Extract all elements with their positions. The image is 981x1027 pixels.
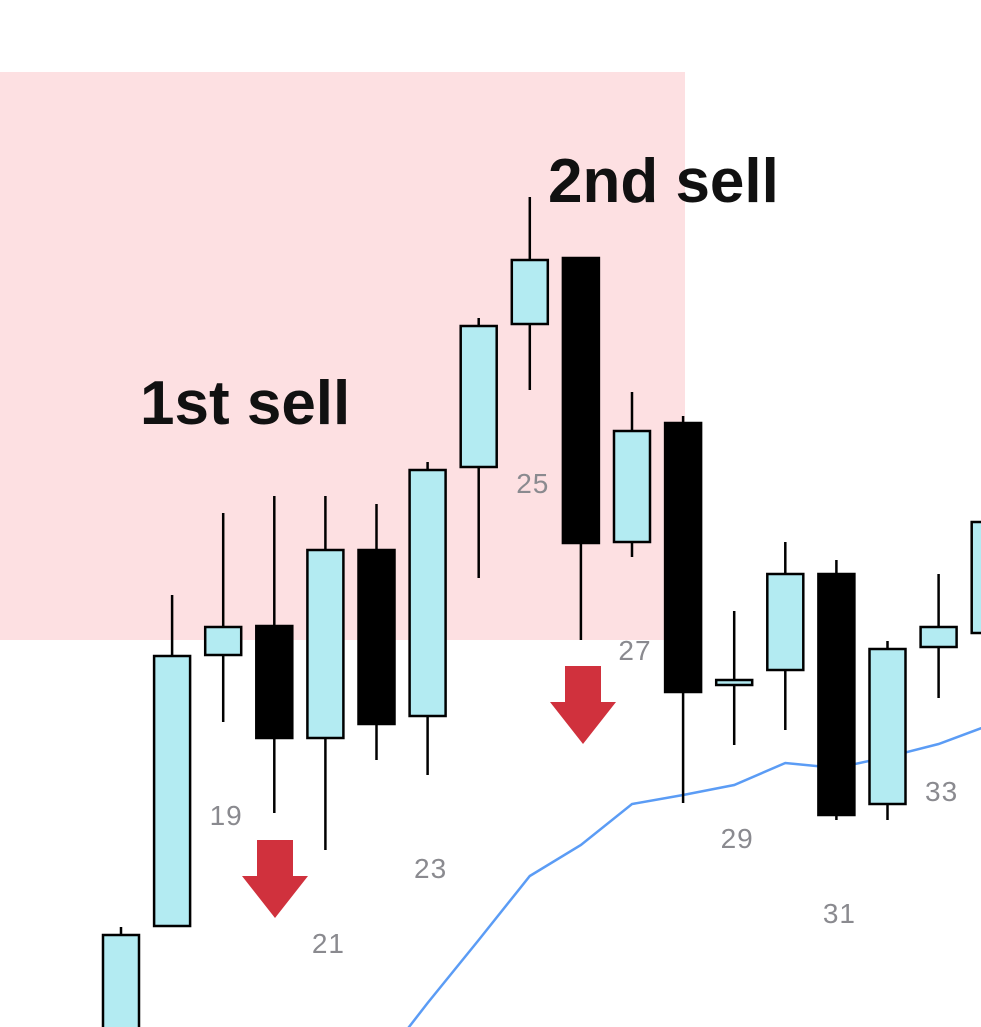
candle-label: 27 bbox=[618, 635, 651, 666]
candle-body bbox=[714, 678, 754, 687]
candle-body bbox=[306, 548, 345, 740]
sell-arrow bbox=[242, 840, 308, 918]
candle-label: 23 bbox=[414, 853, 447, 884]
candle-body bbox=[510, 258, 550, 326]
candle-label: 33 bbox=[925, 776, 958, 807]
candle-body bbox=[663, 421, 703, 694]
candle-body bbox=[868, 647, 907, 806]
candle-body bbox=[612, 429, 652, 544]
candle-label: 25 bbox=[516, 468, 549, 499]
candle-body bbox=[970, 520, 981, 635]
candle-body bbox=[101, 933, 141, 1027]
candle-body bbox=[152, 654, 192, 928]
annotation: 1st sell bbox=[140, 369, 350, 438]
candle-body bbox=[561, 256, 601, 545]
candle-label: 21 bbox=[312, 928, 345, 959]
candle-label: 31 bbox=[823, 898, 856, 929]
candle-body bbox=[459, 324, 498, 469]
sell-arrow bbox=[550, 666, 616, 744]
candle-label: 19 bbox=[210, 800, 243, 831]
candle-body bbox=[919, 625, 958, 649]
annotation: 2nd sell bbox=[548, 147, 779, 216]
candle-body bbox=[817, 572, 856, 817]
candle-body bbox=[408, 468, 447, 718]
candle-body bbox=[203, 625, 243, 657]
candle-label: 29 bbox=[721, 823, 754, 854]
candle-body bbox=[766, 572, 805, 672]
candle-body bbox=[357, 548, 396, 726]
candle-body bbox=[255, 624, 294, 740]
